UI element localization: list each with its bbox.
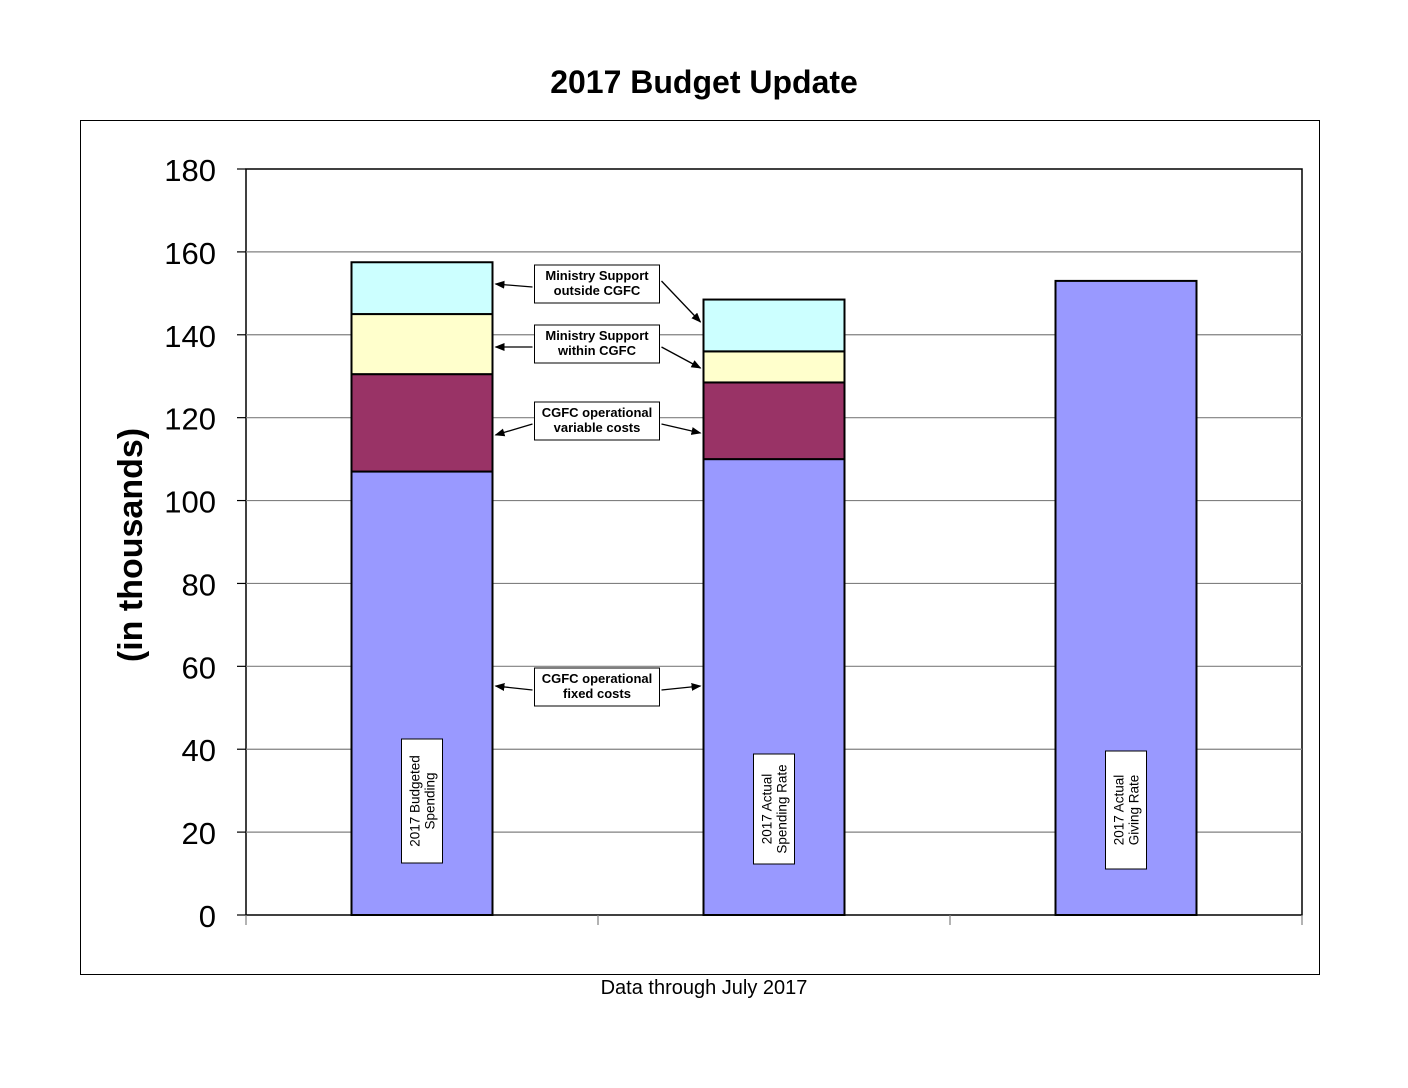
annotation-arrow [661,346,702,369]
bar-label: 2017 Actual [1112,775,1127,846]
chart-frame [80,120,1320,975]
footer-note: Data through July 2017 [600,977,808,999]
annotation-label: outside CGFC [554,283,641,298]
bar-segment [350,313,494,376]
annotation-box [534,667,660,707]
bar-segment [350,373,494,473]
y-tick-label: 140 [164,319,216,354]
y-tick-label: 80 [182,567,216,602]
bar-label-box [1105,750,1147,870]
annotation-arrow [661,423,702,435]
annotation-label: Ministry Support [545,328,649,343]
annotation-arrow [661,280,702,323]
annotation-arrow [494,280,533,289]
annotation-box [534,401,660,441]
y-axis-title: (in thousands) [112,428,150,662]
bar-segment [702,381,846,461]
y-tick-label: 120 [164,402,216,437]
bar-label-box [753,753,795,865]
bar-segment [702,298,846,353]
axis-layer: 0 20 40 60 80 100 120 140 160 180 (in thousands) [112,153,1303,934]
annotation-label: variable costs [554,420,641,435]
bar-label: 2017 Budgeted [408,755,423,847]
bar-segment [702,350,846,384]
y-tick-label: 180 [164,153,216,188]
bar-label: 2017 Actual [760,774,775,845]
y-tick-label: 40 [182,733,216,768]
annotation-label: CGFC operational [542,671,653,686]
annotation-box [534,324,660,364]
bar-label-box [401,738,443,864]
annotation-arrow [494,682,533,691]
bar-label: Spending Rate [775,764,790,853]
y-tick-label: 160 [164,236,216,271]
bar-label: Giving Rate [1127,775,1142,846]
annotation-arrow [494,423,533,437]
label-layer: 2017 Budgeted Spending 2017 Actual Spending… [401,738,1147,870]
y-tick-label: 0 [199,899,216,934]
annotation-arrow [661,682,702,691]
bar-segment [350,261,494,316]
y-tick-label: 20 [182,816,216,851]
annotation-box [534,264,660,304]
annotation-label: within CGFC [557,343,637,358]
y-tick-label: 100 [164,485,216,520]
annotation-label: Ministry Support [545,268,649,283]
chart-title: 2017 Budget Update [550,64,858,100]
annotation-label: fixed costs [563,686,631,701]
y-tick-label: 60 [182,650,216,685]
annotation-label: CGFC operational [542,405,653,420]
bar-label: Spending [423,772,438,829]
